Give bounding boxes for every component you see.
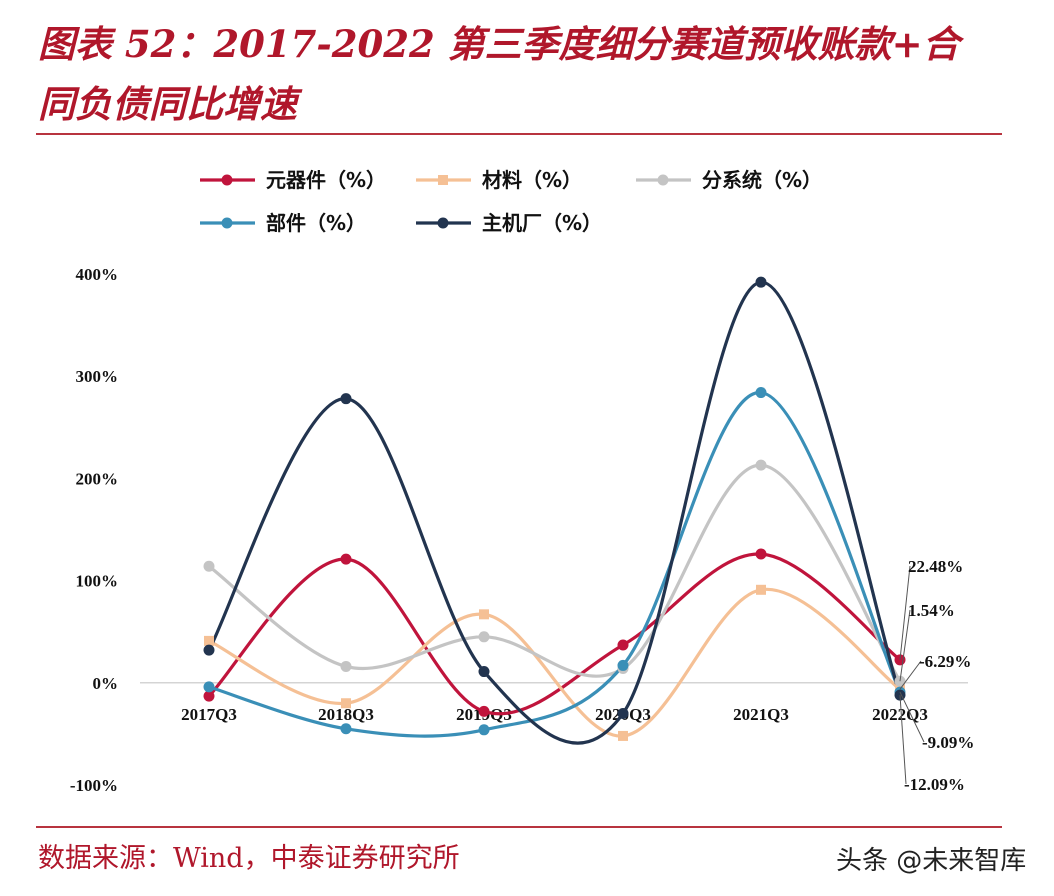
data-point <box>341 698 351 709</box>
data-point <box>340 553 352 565</box>
data-point <box>203 681 215 693</box>
annotations: 22.48% 1.54% -6.29% -9.09% -12.09% <box>899 557 974 794</box>
data-point <box>204 635 214 646</box>
legend-marker <box>437 217 449 229</box>
data-point <box>479 609 489 620</box>
watermark: 头条 @未来智库 <box>836 846 1027 876</box>
x-tick-label: 2021Q3 <box>733 705 789 724</box>
data-point <box>478 724 490 736</box>
series-line-4 <box>207 280 902 745</box>
annotation-leader <box>899 691 925 743</box>
source-note: 数据来源：Wind，中泰证券研究所 <box>38 843 460 874</box>
legend-marker <box>221 174 233 186</box>
title-line-1: 图表 52：2017-2022 第三季度细分赛道预收账款+合 <box>38 22 960 66</box>
legend-label: 部件（%） <box>266 211 366 235</box>
legend: 元器件（%） 材料（%） 分系统（%） 部件（%） 主机厂（%） <box>200 168 822 235</box>
legend-marker <box>438 175 448 185</box>
annotation-label: 1.54% <box>908 601 955 620</box>
chart-title: 图表 52：2017-2022 第三季度细分赛道预收账款+合 同负债同比增速 <box>38 14 1028 134</box>
data-point <box>203 560 215 572</box>
line-chart: 元器件（%） 材料（%） 分系统（%） 部件（%） 主机厂（%） -100% 0% 100%… <box>70 168 975 795</box>
y-tick-label: 100% <box>76 572 119 591</box>
x-tick-label: 2018Q3 <box>318 705 374 724</box>
data-point <box>203 644 215 656</box>
series-markers <box>203 276 906 741</box>
series-lines <box>207 280 902 745</box>
data-point <box>617 659 629 671</box>
data-point <box>617 707 629 719</box>
y-tick-label: 0% <box>93 674 119 693</box>
annotation-label: -12.09% <box>904 775 965 794</box>
annotation-leader <box>899 695 907 785</box>
annotation-leader <box>899 609 911 682</box>
data-point <box>755 387 767 399</box>
legend-label: 元器件（%） <box>266 168 386 192</box>
y-tick-label: -100% <box>70 776 118 795</box>
annotation-label: 22.48% <box>908 557 963 576</box>
annotation-label: -6.29% <box>919 652 971 671</box>
data-point <box>756 584 766 595</box>
y-tick-label: 400% <box>76 265 119 284</box>
axes: -100%0%100%200%300%400%2017Q32018Q32019Q… <box>70 265 968 795</box>
data-point <box>755 276 767 288</box>
title-line-2: 同负债同比增速 <box>38 82 297 126</box>
series-line-3 <box>207 390 902 738</box>
data-point <box>617 639 629 651</box>
x-tick-label: 2017Q3 <box>181 705 237 724</box>
data-point <box>340 723 352 735</box>
data-point <box>755 548 767 560</box>
data-point <box>478 666 490 678</box>
data-point <box>340 660 352 672</box>
annotation-label: -9.09% <box>922 733 974 752</box>
series-line-0 <box>207 552 902 716</box>
legend-label: 材料（%） <box>482 168 582 192</box>
data-point <box>340 393 352 405</box>
legend-label: 分系统（%） <box>702 168 822 192</box>
series-line-2 <box>207 463 902 683</box>
y-tick-label: 200% <box>76 469 119 488</box>
legend-marker <box>221 217 233 229</box>
data-point <box>478 705 490 717</box>
legend-marker <box>657 174 669 186</box>
y-tick-label: 300% <box>76 367 119 386</box>
footer-divider <box>36 826 1002 828</box>
title-divider <box>36 133 1002 135</box>
annotation-leader <box>899 565 911 660</box>
legend-label: 主机厂（%） <box>482 211 602 235</box>
x-tick-label: 2022Q3 <box>872 705 928 724</box>
data-point <box>618 730 628 741</box>
annotation-leader <box>899 660 922 690</box>
data-point <box>478 631 490 643</box>
data-point <box>755 459 767 471</box>
data-point <box>203 690 215 702</box>
